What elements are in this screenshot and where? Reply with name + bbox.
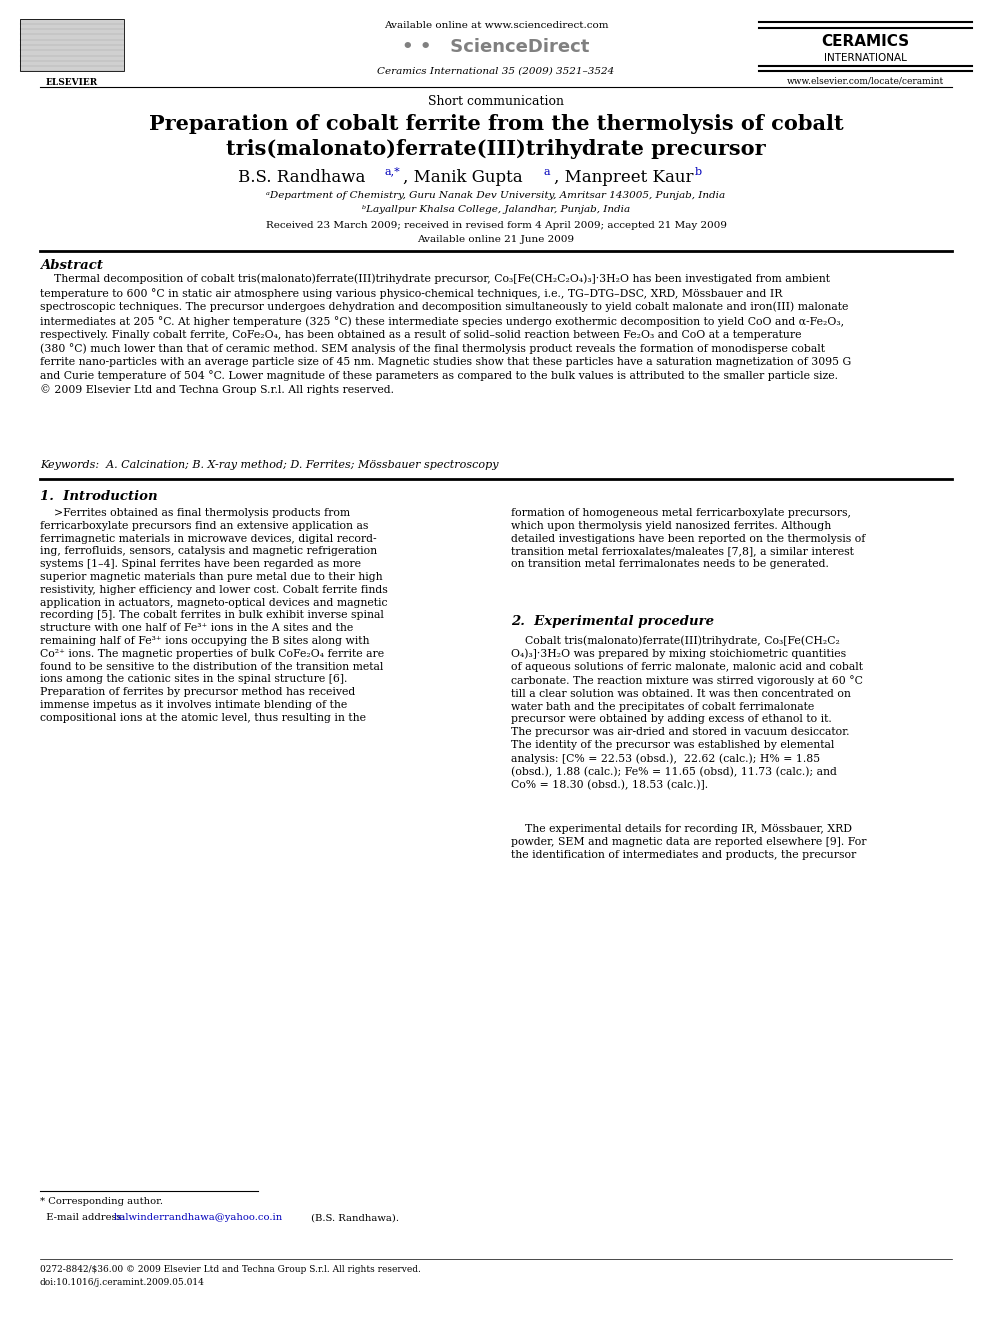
Text: B.S. Randhawa: B.S. Randhawa (238, 169, 365, 187)
Text: doi:10.1016/j.ceramint.2009.05.014: doi:10.1016/j.ceramint.2009.05.014 (40, 1278, 204, 1287)
Text: www.elsevier.com/locate/ceramint: www.elsevier.com/locate/ceramint (787, 77, 943, 86)
Bar (20, 19, 124, 71)
Text: ELSEVIER: ELSEVIER (46, 78, 97, 87)
Text: Received 23 March 2009; received in revised form 4 April 2009; accepted 21 May 2: Received 23 March 2009; received in revi… (266, 221, 726, 230)
Text: Thermal decomposition of cobalt tris(malonato)ferrate(III)trihydrate precursor, : Thermal decomposition of cobalt tris(mal… (40, 274, 851, 396)
Text: , Manik Gupta: , Manik Gupta (403, 169, 523, 187)
Text: a: a (544, 167, 551, 177)
Text: 2.  Experimental procedure: 2. Experimental procedure (511, 615, 714, 628)
Text: >Ferrites obtained as final thermolysis products from
ferricarboxylate precursor: >Ferrites obtained as final thermolysis … (40, 508, 388, 722)
Text: INTERNATIONAL: INTERNATIONAL (823, 53, 907, 64)
Text: • •   ScienceDirect: • • ScienceDirect (403, 38, 589, 57)
Text: ᵇLayallpur Khalsa College, Jalandhar, Punjab, India: ᵇLayallpur Khalsa College, Jalandhar, Pu… (362, 205, 630, 214)
Text: Ceramics International 35 (2009) 3521–3524: Ceramics International 35 (2009) 3521–35… (377, 66, 615, 75)
Text: Abstract: Abstract (40, 259, 103, 273)
Text: 1.  Introduction: 1. Introduction (40, 490, 158, 503)
Text: Keywords:  A. Calcination; B. X-ray method; D. Ferrites; Mössbauer spectroscopy: Keywords: A. Calcination; B. X-ray metho… (40, 460, 498, 471)
Text: ᵃDepartment of Chemistry, Guru Nanak Dev University, Amritsar 143005, Punjab, In: ᵃDepartment of Chemistry, Guru Nanak Dev… (267, 191, 725, 200)
Text: a,*: a,* (385, 167, 401, 177)
Text: , Manpreet Kaur: , Manpreet Kaur (554, 169, 693, 187)
Text: (B.S. Randhawa).: (B.S. Randhawa). (308, 1213, 399, 1222)
Text: CERAMICS: CERAMICS (821, 34, 909, 49)
Text: Available online 21 June 2009: Available online 21 June 2009 (418, 235, 574, 245)
Text: balwinderrandhawa@yahoo.co.in: balwinderrandhawa@yahoo.co.in (114, 1213, 284, 1222)
Text: E-mail address:: E-mail address: (40, 1213, 128, 1222)
Text: Preparation of cobalt ferrite from the thermolysis of cobalt: Preparation of cobalt ferrite from the t… (149, 114, 843, 134)
Text: 0272-8842/$36.00 © 2009 Elsevier Ltd and Techna Group S.r.l. All rights reserved: 0272-8842/$36.00 © 2009 Elsevier Ltd and… (40, 1265, 421, 1274)
Text: b: b (694, 167, 701, 177)
Text: Available online at www.sciencedirect.com: Available online at www.sciencedirect.co… (384, 21, 608, 30)
Text: The experimental details for recording IR, Mössbauer, XRD
powder, SEM and magnet: The experimental details for recording I… (511, 824, 866, 860)
Text: formation of homogeneous metal ferricarboxylate precursors,
which upon thermolys: formation of homogeneous metal ferricarb… (511, 508, 865, 569)
Bar (20, 19, 124, 71)
Text: tris(malonato)ferrate(III)trihydrate precursor: tris(malonato)ferrate(III)trihydrate pre… (226, 139, 766, 159)
Text: Short communication: Short communication (428, 95, 564, 108)
Text: Cobalt tris(malonato)ferrate(III)trihydrate, Co₃[Fe(CH₂C₂
O₄)₃]·3H₂O was prepare: Cobalt tris(malonato)ferrate(III)trihydr… (511, 635, 863, 790)
Text: * Corresponding author.: * Corresponding author. (40, 1197, 163, 1207)
